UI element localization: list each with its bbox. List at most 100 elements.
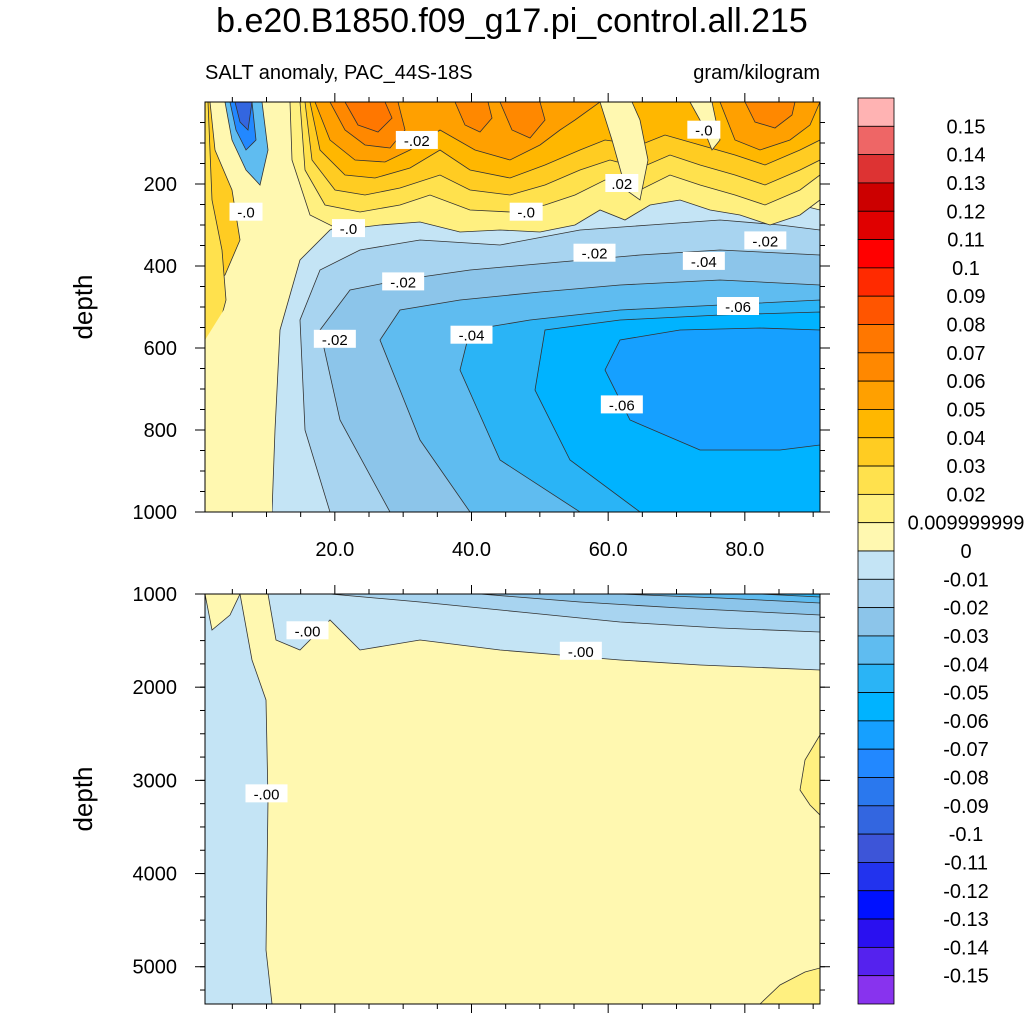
colorbar-label: 0.14 [947,145,986,167]
colorbar-swatch [857,295,895,325]
y-tick-label: 800 [144,420,177,442]
svg-text:-.00: -.00 [295,623,321,640]
colorbar-swatch [857,493,895,524]
chart-subtitle-units: gram/kilogram [693,62,820,84]
contour-labels: -.02 -.0 -.0 -.0 -.02 -.02 -.04 -.02 -.0 .02 -.04 -… [229,120,787,803]
y-tick-label: 3000 [133,770,178,792]
colorbar-swatch [857,125,895,156]
contour-label: -.02 [573,243,616,263]
colorbar-swatch [857,182,895,212]
colorbar-label: -0.12 [943,881,989,903]
svg-text:-.0: -.0 [340,221,358,238]
colorbar-swatch [857,97,895,127]
colorbar-swatch [857,918,895,948]
lower-panel-field [205,594,820,1004]
colorbar-swatch [857,692,895,722]
colorbar-swatch [857,239,895,269]
axes: 20.0 40.0 60.0 80.0 200 400 600 800 1000 depth 100… [68,93,830,1013]
contour-label: -.06 [600,395,643,414]
colorbar-label: 0 [960,541,971,563]
contour-label: -.04 [682,251,725,271]
colorbar-swatch [857,324,895,354]
colorbar-swatch [857,946,895,977]
colorbar-label: -0.14 [943,937,989,959]
y-tick-label: 4000 [133,864,178,886]
colorbar-swatch [857,409,895,439]
colorbar-label: 0.15 [947,116,986,138]
colorbar-swatch [857,352,895,382]
colorbar-swatch [857,267,895,297]
contour-label: -.02 [382,272,425,291]
upper-panel-field [205,102,820,512]
colorbar-swatch [857,437,895,467]
colorbar-label: -0.08 [943,768,989,790]
svg-text:-.06: -.06 [609,397,635,414]
y-tick-label: 1000 [133,584,178,606]
svg-text:-.0: -.0 [517,205,535,222]
contour-label: -.0 [332,219,365,238]
colorbar-swatch [857,550,895,580]
y-tick-label: 1000 [133,502,178,524]
colorbar-swatch [857,748,895,778]
contour-label: -.02 [744,231,787,250]
colorbar-swatch [857,890,895,920]
svg-text:-.02: -.02 [390,274,416,291]
colorbar-label: 0.009999999 [908,513,1024,535]
colorbar-label: 0.05 [947,399,986,421]
colorbar-label: 0.03 [947,456,986,478]
svg-text:.02: .02 [611,176,632,193]
svg-text:-.04: -.04 [459,328,485,345]
contour-label: -.0 [229,202,263,222]
colorbar-label: -0.13 [943,909,989,931]
x-tick-label: 80.0 [725,539,764,561]
svg-text:-.06: -.06 [725,299,751,316]
colorbar-swatch [857,862,895,892]
colorbar-label: -0.11 [944,852,988,874]
colorbar-label: 0.02 [947,484,986,506]
x-tick-label: 60.0 [589,539,628,561]
colorbar-label: -0.03 [943,626,989,648]
colorbar-label: -0.1 [949,824,983,846]
colorbar-swatch [857,635,895,665]
contour-label: -.00 [245,784,288,803]
y-tick-label: 5000 [133,957,178,979]
colorbar-label: -0.15 [943,966,989,988]
colorbar-swatch [857,805,895,835]
colorbar-swatch [857,777,895,807]
contour-label: -.02 [395,130,438,150]
contour-label: -.02 [313,329,356,349]
colorbar-label: 0.11 [947,230,984,252]
contour-label: -.0 [509,202,543,222]
svg-text:-.0: -.0 [695,123,713,140]
colorbar-swatch [857,720,895,750]
colorbar-label: 0.12 [947,201,986,223]
x-tick-label: 40.0 [452,539,491,561]
colorbar-swatch [857,663,895,693]
colorbar: 0.15 0.14 0.13 0.12 0.11 0.1 0.09 0.08 0.07 0.06 0… [857,97,1024,1005]
colorbar-label: 0.08 [947,315,986,337]
colorbar-label: 0.04 [947,428,986,450]
colorbar-label: -0.05 [943,683,989,705]
chart-subtitle-variable: SALT anomaly, PAC_44S-18S [205,62,473,84]
colorbar-swatch [857,607,895,637]
y-tick-label: 200 [144,174,177,196]
colorbar-label: 0.1 [952,258,980,280]
colorbar-swatch [857,833,895,863]
y-tick-label: 400 [144,256,177,278]
colorbar-swatch [857,522,895,552]
colorbar-swatch [857,975,895,1005]
y-axis-label: depth [68,766,98,831]
contour-label: -.0 [687,120,721,140]
svg-text:-.02: -.02 [322,332,348,349]
colorbar-label: 0.07 [947,343,986,365]
contour-label: -.06 [717,297,759,316]
colorbar-label: 0.09 [947,286,986,308]
svg-text:-.02: -.02 [752,233,778,250]
colorbar-swatch [857,380,895,410]
colorbar-label: 0.06 [947,371,986,393]
colorbar-swatch [857,210,895,240]
colorbar-label: -0.07 [943,739,989,761]
lower-panel-frame [204,593,821,1005]
